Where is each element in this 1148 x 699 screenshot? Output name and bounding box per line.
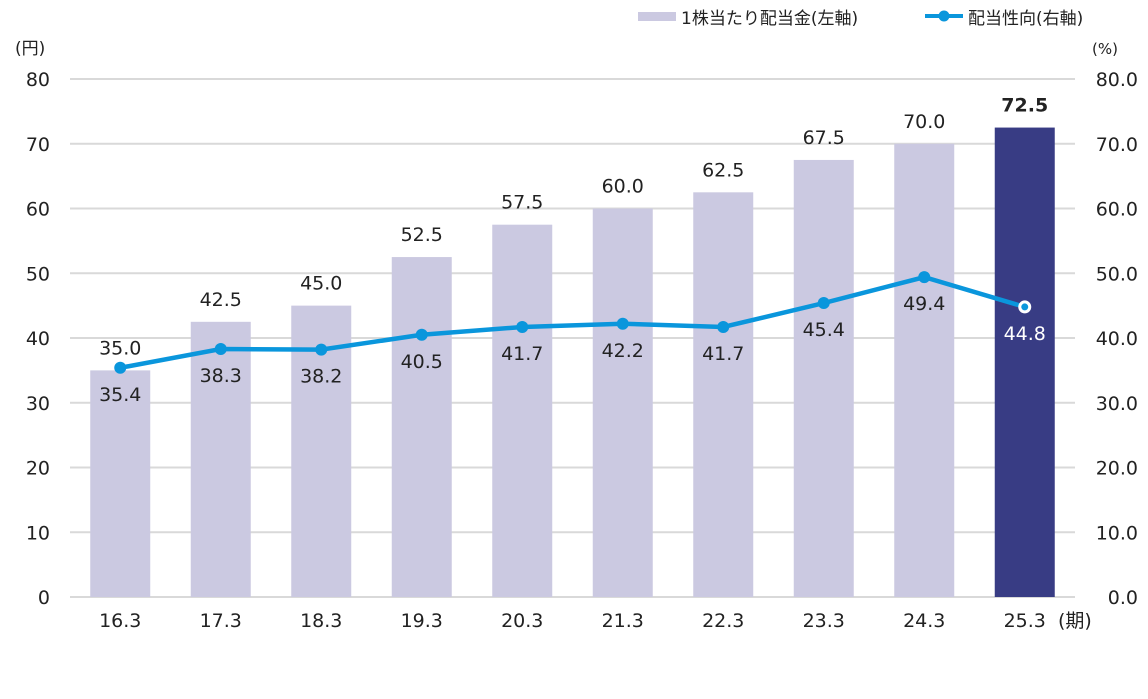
bar-value-label: 62.5 [702,159,744,181]
right-tick-label: 80.0 [1096,69,1138,91]
right-tick-label: 50.0 [1096,263,1138,285]
bar-value-label: 72.5 [1001,95,1048,117]
payout-ratio-line [119,274,1026,370]
left-tick-label: 30 [26,393,50,415]
bar [894,143,955,597]
legend-line-marker [938,10,950,22]
line-point [918,271,931,284]
left-tick-label: 60 [26,199,50,221]
bar-value-label: 45.0 [300,273,342,295]
left-tick-label: 50 [26,263,50,285]
line-value-label: 49.4 [903,293,945,315]
line-point [214,343,227,356]
legend-line-label: 配当性向(右軸) [968,9,1083,29]
right-axis-unit: (%) [1092,40,1118,58]
bar-value-label: 60.0 [602,176,644,198]
line-value-label: 38.3 [200,365,242,387]
line-point [415,328,428,341]
left-tick-label: 70 [26,134,50,156]
bar [492,224,553,597]
legend-bar-swatch [638,12,676,21]
x-tick-label: 17.3 [200,610,242,632]
x-tick-label: 22.3 [702,610,744,632]
right-tick-label: 0.0 [1108,587,1138,609]
bar-value-label: 67.5 [803,127,845,149]
bar-value-label: 52.5 [401,224,443,246]
bar [592,208,653,597]
bar-value-label: 35.0 [99,337,141,359]
bar [693,192,754,597]
right-tick-label: 10.0 [1096,522,1138,544]
bar [190,321,251,597]
left-tick-label: 0 [38,587,50,609]
right-tick-label: 40.0 [1096,328,1138,350]
line-value-label: 45.4 [803,319,845,341]
line-point [114,361,127,374]
line-point [1018,300,1032,314]
bar-value-label: 70.0 [903,111,945,133]
legend-bar-label: 1株当たり配当金(左軸) [681,9,858,29]
line-value-label: 41.7 [501,343,543,365]
x-tick-label: 20.3 [501,610,543,632]
bar [994,127,1055,597]
bar [90,370,151,597]
right-tick-label: 30.0 [1096,393,1138,415]
x-tick-label: 25.3 [1004,610,1046,632]
bar-value-label: 42.5 [200,289,242,311]
line-point [516,320,529,333]
x-tick-label: 23.3 [803,610,845,632]
bar-value-label: 57.5 [501,192,543,214]
line-value-label: 40.5 [401,351,443,373]
left-tick-label: 20 [26,458,50,480]
line-value-label: 41.7 [702,343,744,365]
line-point [315,343,328,356]
line-value-label: 35.4 [99,384,141,406]
x-axis-unit: (期) [1058,610,1092,632]
left-tick-label: 40 [26,328,50,350]
x-tick-label: 18.3 [300,610,342,632]
bar [793,159,854,597]
bar [391,257,452,597]
left-axis-unit: (円) [15,39,45,59]
line-point [817,297,830,310]
line-value-label: 44.8 [1004,323,1046,345]
right-tick-label: 20.0 [1096,458,1138,480]
x-tick-label: 16.3 [99,610,141,632]
x-tick-label: 19.3 [401,610,443,632]
x-tick-label: 21.3 [602,610,644,632]
line-point [717,320,730,333]
legend: 1株当たり配当金(左軸) 配当性向(右軸) [638,9,1083,29]
line-point [616,317,629,330]
right-tick-label: 60.0 [1096,199,1138,221]
x-tick-label: 24.3 [903,610,945,632]
left-tick-label: 10 [26,522,50,544]
line-value-label: 38.2 [300,366,342,388]
line-value-label: 42.2 [602,340,644,362]
right-tick-label: 70.0 [1096,134,1138,156]
left-tick-label: 80 [26,69,50,91]
